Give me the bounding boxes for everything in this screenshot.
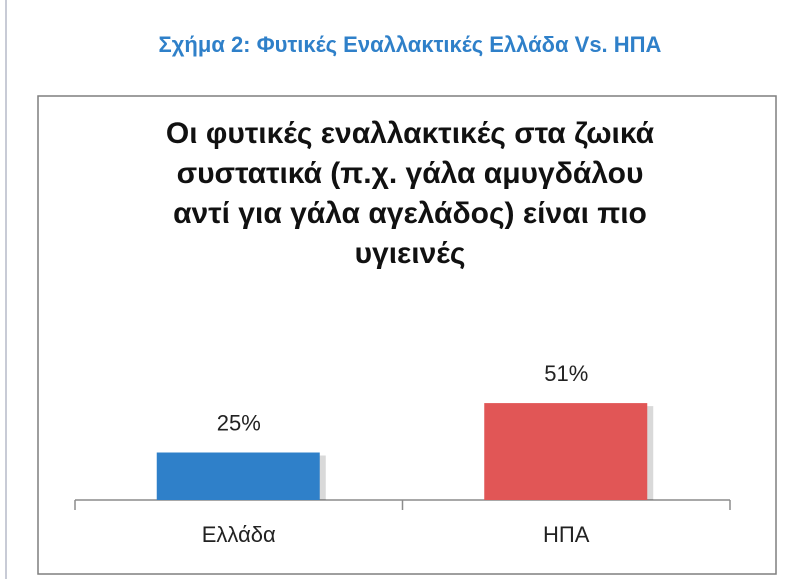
bar <box>156 452 320 500</box>
chart-title: Οι φυτικές εναλλακτικές στα ζωικά <box>166 117 655 150</box>
figure-caption: Σχήμα 2: Φυτικές Εναλλακτικές Ελλάδα Vs.… <box>159 32 662 57</box>
bar <box>484 403 648 500</box>
value-label: 25% <box>217 410 261 435</box>
chart-title: συστατικά (π.χ. γάλα αμυγδάλου <box>177 157 644 190</box>
x-tick-label: Ελλάδα <box>202 522 276 547</box>
x-tick-label: ΗΠΑ <box>543 522 590 547</box>
chart-title: αντί για γάλα αγελάδος) είναι πιο <box>173 197 647 230</box>
value-label: 51% <box>544 361 588 386</box>
chart-title: υγιεινές <box>355 237 466 270</box>
